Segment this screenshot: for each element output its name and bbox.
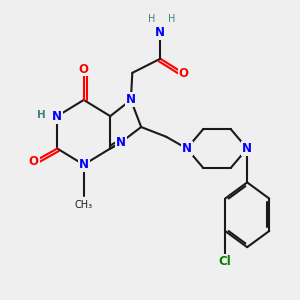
Text: CH₃: CH₃ xyxy=(75,200,93,210)
Text: O: O xyxy=(29,155,39,168)
Text: N: N xyxy=(182,142,192,155)
Text: Cl: Cl xyxy=(219,255,232,268)
Text: N: N xyxy=(116,136,126,149)
Text: H: H xyxy=(148,14,155,24)
Text: H: H xyxy=(37,110,45,120)
Text: N: N xyxy=(155,26,165,39)
Text: O: O xyxy=(179,67,189,80)
Text: H: H xyxy=(168,14,176,24)
Text: N: N xyxy=(52,110,62,123)
Text: N: N xyxy=(242,142,252,155)
Text: N: N xyxy=(126,93,136,106)
Text: O: O xyxy=(79,62,89,76)
Text: N: N xyxy=(79,158,89,171)
